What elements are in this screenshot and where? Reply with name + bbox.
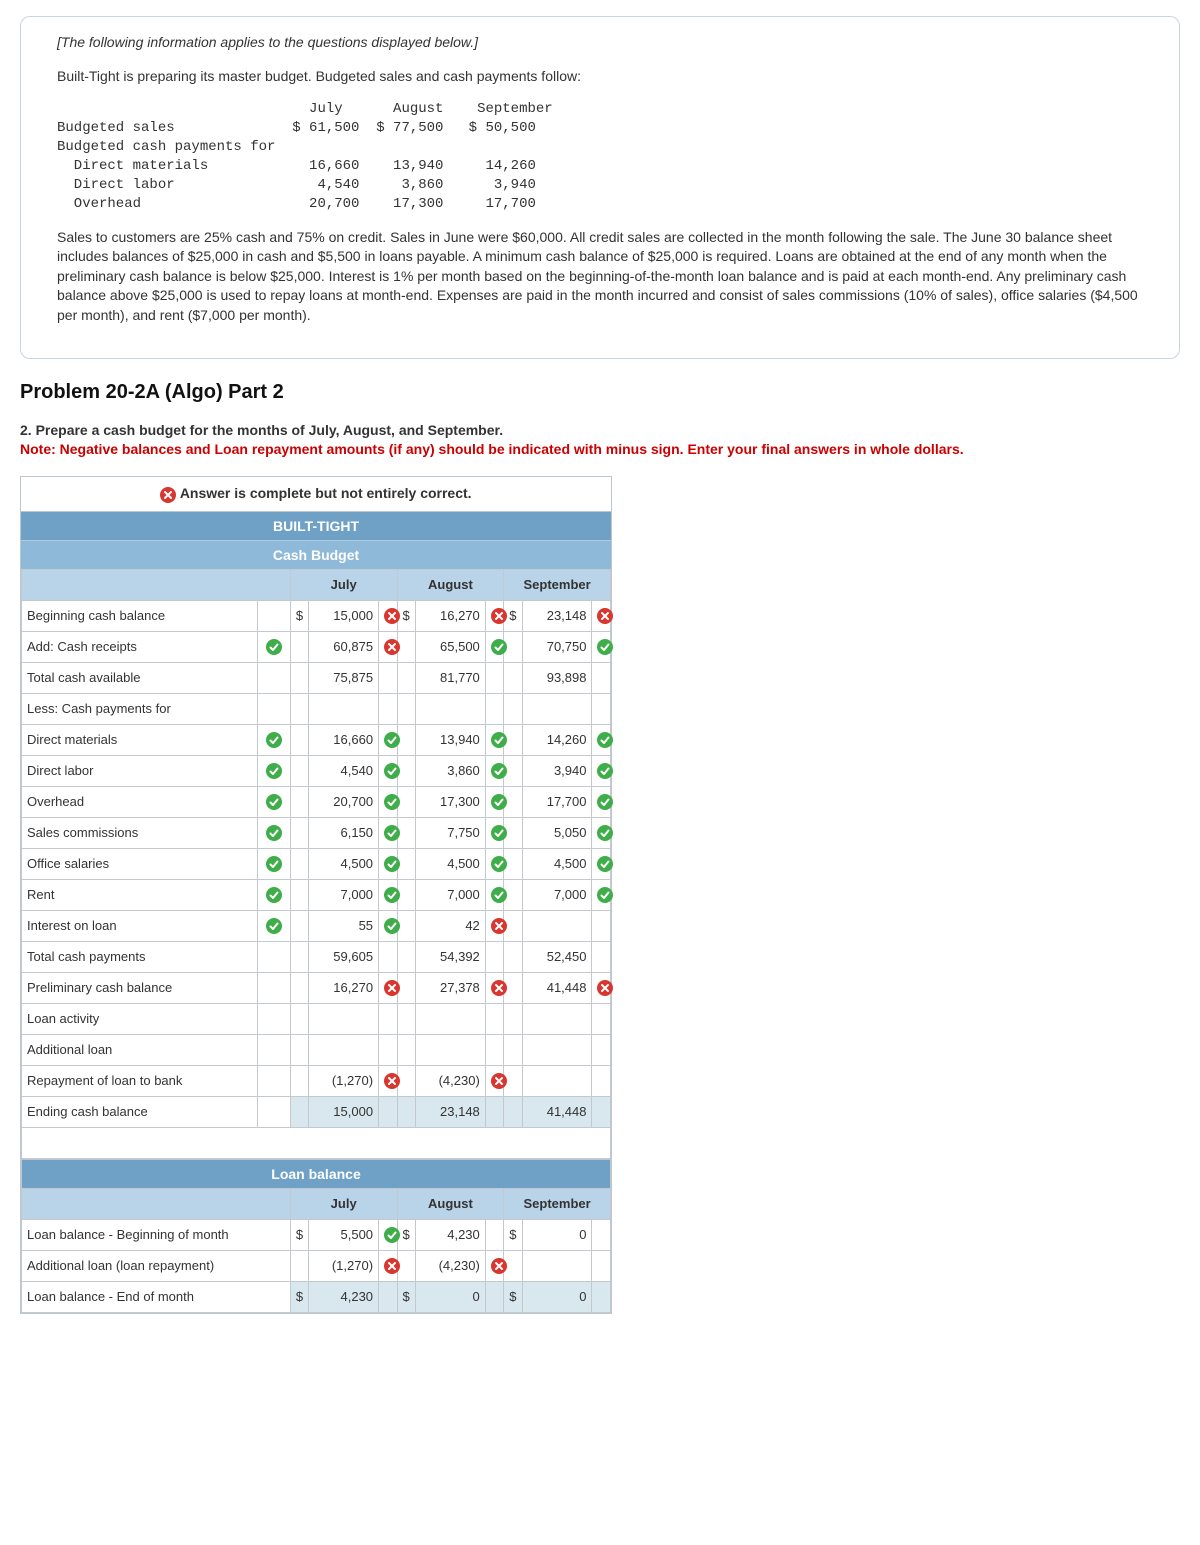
col-july: July	[290, 569, 397, 600]
problem-instruction: 2. Prepare a cash budget for the months …	[20, 422, 503, 438]
row-pcb: Preliminary cash balance 16,270 27,378 4…	[22, 972, 611, 1003]
row-tcp: Total cash payments 59,605 54,392 52,450	[22, 941, 611, 972]
cash-budget-table: July August September Beginning cash bal…	[21, 569, 611, 1159]
row-cash-receipts: Add: Cash receipts 60,875 65,500 70,750	[22, 631, 611, 662]
status-bar: Answer is complete but not entirely corr…	[21, 477, 611, 511]
row-dm: Direct materials 16,660 13,940 14,260	[22, 724, 611, 755]
row-less-header: Less: Cash payments for	[22, 693, 611, 724]
row-sc: Sales commissions 6,150 7,750 5,050	[22, 817, 611, 848]
problem-title: Problem 20-2A (Algo) Part 2	[20, 381, 1180, 404]
col-august: August	[397, 569, 504, 600]
answer-block: Answer is complete but not entirely corr…	[20, 476, 612, 1313]
row-repayment: Repayment of loan to bank (1,270) (4,230…	[22, 1065, 611, 1096]
row-total-cash-available: Total cash available 75,875 81,770 93,89…	[22, 662, 611, 693]
problem-note: Note: Negative balances and Loan repayme…	[20, 440, 1180, 459]
loan-title: Loan balance	[21, 1159, 611, 1188]
info-intro: [The following information applies to th…	[57, 33, 1159, 53]
row-int: Interest on loan 55 42	[22, 910, 611, 941]
row-beginning-cash: Beginning cash balance $15,000 $16,270 $…	[22, 600, 611, 631]
info-lead: Built-Tight is preparing its master budg…	[57, 67, 1159, 87]
info-body: Sales to customers are 25% cash and 75% …	[57, 228, 1159, 326]
row-additional-loan: Additional loan	[22, 1034, 611, 1065]
col-september: September	[504, 569, 611, 600]
status-text: Answer is complete but not entirely corr…	[180, 485, 472, 501]
row-rent: Rent 7,000 7,000 7,000	[22, 879, 611, 910]
loan-balance-table: July August September Loan balance - Beg…	[21, 1188, 611, 1313]
row-ending-cash: Ending cash balance 15,000 23,148 41,448	[22, 1096, 611, 1127]
row-dl: Direct labor 4,540 3,860 3,940	[22, 755, 611, 786]
budget-pretable: July August September Budgeted sales $ 6…	[57, 100, 1159, 213]
row-oh: Overhead 20,700 17,300 17,700	[22, 786, 611, 817]
row-os: Office salaries 4,500 4,500 4,500	[22, 848, 611, 879]
problem-info-box: [The following information applies to th…	[20, 16, 1180, 359]
loan-row-addl: Additional loan (loan repayment) (1,270)…	[22, 1250, 611, 1281]
row-loan-activity: Loan activity	[22, 1003, 611, 1034]
loan-row-end: Loan balance - End of month $4,230 $0 $0	[22, 1281, 611, 1312]
report-name: Cash Budget	[21, 540, 611, 569]
loan-row-beg: Loan balance - Beginning of month $5,500…	[22, 1219, 611, 1250]
status-x-icon	[160, 487, 176, 503]
company-name: BUILT-TIGHT	[21, 512, 611, 540]
